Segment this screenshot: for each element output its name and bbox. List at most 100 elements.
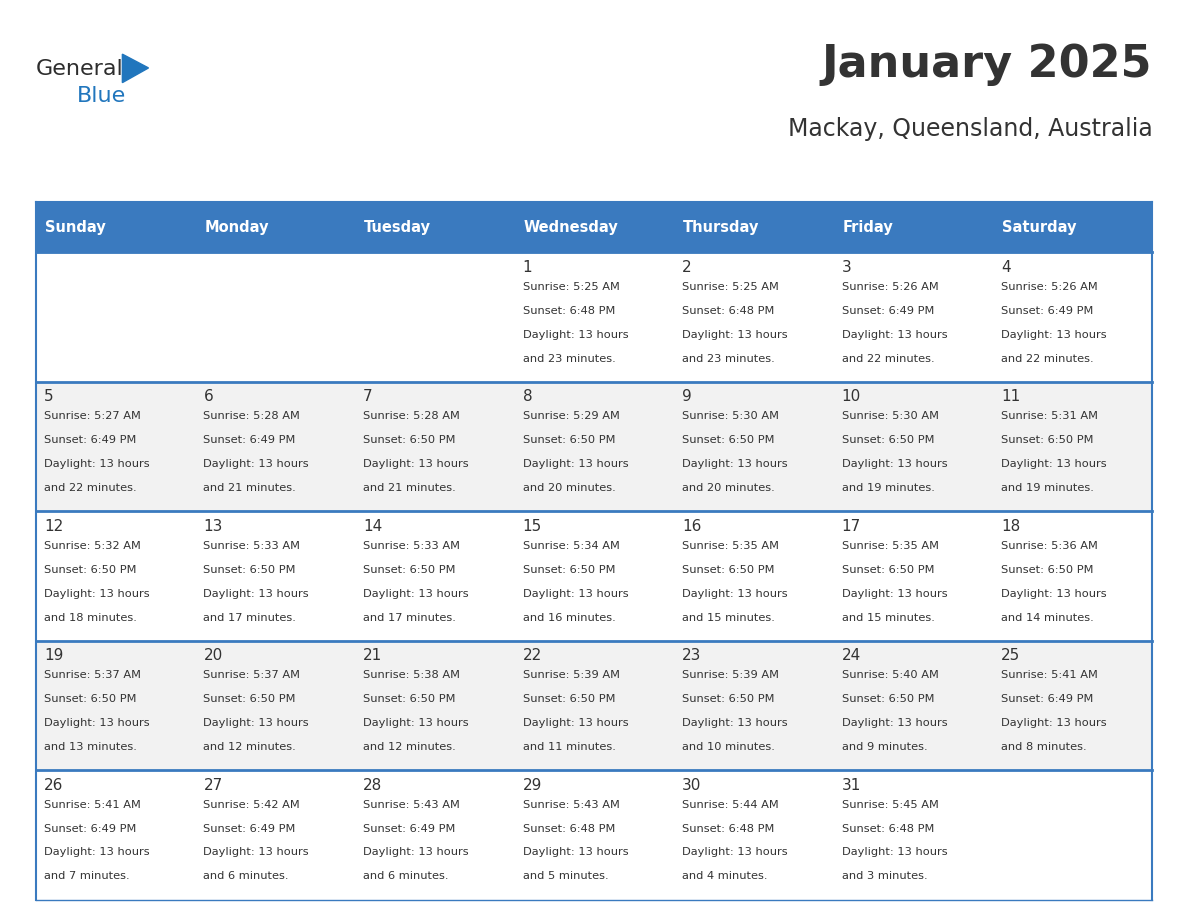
Text: Sunrise: 5:36 AM: Sunrise: 5:36 AM <box>1001 541 1098 551</box>
Text: Daylight: 13 hours: Daylight: 13 hours <box>1001 459 1107 469</box>
Text: Daylight: 13 hours: Daylight: 13 hours <box>364 718 468 728</box>
Bar <box>195 770 355 900</box>
Text: Sunset: 6:50 PM: Sunset: 6:50 PM <box>682 694 775 704</box>
Bar <box>355 511 514 641</box>
Text: and 12 minutes.: and 12 minutes. <box>203 742 296 752</box>
Text: Sunrise: 5:25 AM: Sunrise: 5:25 AM <box>682 282 779 292</box>
Text: 29: 29 <box>523 778 542 792</box>
Bar <box>674 641 833 770</box>
Bar <box>833 641 993 770</box>
Text: 10: 10 <box>841 389 861 404</box>
Text: and 21 minutes.: and 21 minutes. <box>203 483 296 493</box>
Bar <box>993 511 1152 641</box>
Bar <box>36 511 195 641</box>
Text: Sunset: 6:48 PM: Sunset: 6:48 PM <box>682 306 775 316</box>
Text: Daylight: 13 hours: Daylight: 13 hours <box>682 847 788 857</box>
Text: 5: 5 <box>44 389 53 404</box>
Bar <box>36 202 195 252</box>
Text: Wednesday: Wednesday <box>524 219 619 235</box>
Bar <box>833 511 993 641</box>
Text: Sunset: 6:50 PM: Sunset: 6:50 PM <box>841 435 934 445</box>
Text: and 22 minutes.: and 22 minutes. <box>841 353 934 364</box>
Text: 15: 15 <box>523 519 542 533</box>
Text: Sunset: 6:50 PM: Sunset: 6:50 PM <box>682 565 775 575</box>
Text: Sunset: 6:48 PM: Sunset: 6:48 PM <box>841 823 934 834</box>
Text: Sunrise: 5:25 AM: Sunrise: 5:25 AM <box>523 282 619 292</box>
Text: Daylight: 13 hours: Daylight: 13 hours <box>841 588 947 599</box>
Text: and 15 minutes.: and 15 minutes. <box>682 612 775 622</box>
Text: and 16 minutes.: and 16 minutes. <box>523 612 615 622</box>
Bar <box>674 252 833 382</box>
Text: and 7 minutes.: and 7 minutes. <box>44 871 129 881</box>
Text: and 13 minutes.: and 13 minutes. <box>44 742 137 752</box>
Text: Daylight: 13 hours: Daylight: 13 hours <box>523 459 628 469</box>
Text: Sunset: 6:50 PM: Sunset: 6:50 PM <box>523 435 615 445</box>
Text: 4: 4 <box>1001 260 1011 274</box>
Text: Sunset: 6:48 PM: Sunset: 6:48 PM <box>523 306 615 316</box>
Bar <box>674 511 833 641</box>
Text: Sunrise: 5:26 AM: Sunrise: 5:26 AM <box>841 282 939 292</box>
Text: Daylight: 13 hours: Daylight: 13 hours <box>682 588 788 599</box>
Text: Sunset: 6:50 PM: Sunset: 6:50 PM <box>1001 435 1094 445</box>
Text: Daylight: 13 hours: Daylight: 13 hours <box>44 459 150 469</box>
Polygon shape <box>122 54 148 83</box>
Text: 30: 30 <box>682 778 701 792</box>
Text: Daylight: 13 hours: Daylight: 13 hours <box>1001 330 1107 340</box>
Text: and 17 minutes.: and 17 minutes. <box>364 612 456 622</box>
Text: Daylight: 13 hours: Daylight: 13 hours <box>523 330 628 340</box>
Text: and 22 minutes.: and 22 minutes. <box>44 483 137 493</box>
Text: and 15 minutes.: and 15 minutes. <box>841 612 935 622</box>
Text: Daylight: 13 hours: Daylight: 13 hours <box>203 718 309 728</box>
Text: and 23 minutes.: and 23 minutes. <box>523 353 615 364</box>
Text: Sunset: 6:50 PM: Sunset: 6:50 PM <box>44 694 137 704</box>
Bar <box>514 770 674 900</box>
Text: Sunset: 6:50 PM: Sunset: 6:50 PM <box>523 565 615 575</box>
Bar <box>674 202 833 252</box>
Text: and 6 minutes.: and 6 minutes. <box>364 871 449 881</box>
Text: Sunset: 6:49 PM: Sunset: 6:49 PM <box>203 823 296 834</box>
Text: Sunset: 6:48 PM: Sunset: 6:48 PM <box>682 823 775 834</box>
Text: and 18 minutes.: and 18 minutes. <box>44 612 137 622</box>
Text: Mackay, Queensland, Australia: Mackay, Queensland, Australia <box>788 117 1152 140</box>
Text: Sunset: 6:50 PM: Sunset: 6:50 PM <box>203 694 296 704</box>
Text: Daylight: 13 hours: Daylight: 13 hours <box>841 847 947 857</box>
Bar <box>355 641 514 770</box>
Text: and 20 minutes.: and 20 minutes. <box>682 483 775 493</box>
Text: Sunrise: 5:43 AM: Sunrise: 5:43 AM <box>523 800 619 810</box>
Bar <box>36 770 195 900</box>
Text: Sunrise: 5:28 AM: Sunrise: 5:28 AM <box>364 411 460 421</box>
Bar <box>833 252 993 382</box>
Text: 21: 21 <box>364 648 383 663</box>
Bar <box>36 641 195 770</box>
Text: and 10 minutes.: and 10 minutes. <box>682 742 775 752</box>
Text: Tuesday: Tuesday <box>365 219 431 235</box>
Text: Sunrise: 5:33 AM: Sunrise: 5:33 AM <box>364 541 460 551</box>
Bar <box>355 382 514 511</box>
Text: Sunset: 6:49 PM: Sunset: 6:49 PM <box>841 306 934 316</box>
Text: Sunrise: 5:41 AM: Sunrise: 5:41 AM <box>1001 670 1098 680</box>
Text: Sunset: 6:50 PM: Sunset: 6:50 PM <box>523 694 615 704</box>
Text: Sunrise: 5:35 AM: Sunrise: 5:35 AM <box>682 541 779 551</box>
Bar <box>993 770 1152 900</box>
Text: Sunrise: 5:37 AM: Sunrise: 5:37 AM <box>203 670 301 680</box>
Text: Sunset: 6:50 PM: Sunset: 6:50 PM <box>841 565 934 575</box>
Bar <box>514 202 674 252</box>
Text: Daylight: 13 hours: Daylight: 13 hours <box>841 459 947 469</box>
Text: Sunrise: 5:30 AM: Sunrise: 5:30 AM <box>841 411 939 421</box>
Text: January 2025: January 2025 <box>822 43 1152 85</box>
Text: Daylight: 13 hours: Daylight: 13 hours <box>203 588 309 599</box>
Text: Sunrise: 5:43 AM: Sunrise: 5:43 AM <box>364 800 460 810</box>
Text: and 9 minutes.: and 9 minutes. <box>841 742 928 752</box>
Text: Sunrise: 5:38 AM: Sunrise: 5:38 AM <box>364 670 460 680</box>
Text: Daylight: 13 hours: Daylight: 13 hours <box>682 330 788 340</box>
Text: and 6 minutes.: and 6 minutes. <box>203 871 289 881</box>
Text: Sunrise: 5:26 AM: Sunrise: 5:26 AM <box>1001 282 1098 292</box>
Text: and 23 minutes.: and 23 minutes. <box>682 353 775 364</box>
Text: Daylight: 13 hours: Daylight: 13 hours <box>682 459 788 469</box>
Text: 13: 13 <box>203 519 223 533</box>
Text: Sunset: 6:50 PM: Sunset: 6:50 PM <box>1001 565 1094 575</box>
Text: 26: 26 <box>44 778 63 792</box>
Text: Sunrise: 5:31 AM: Sunrise: 5:31 AM <box>1001 411 1098 421</box>
Bar <box>355 202 514 252</box>
Text: Sunset: 6:50 PM: Sunset: 6:50 PM <box>841 694 934 704</box>
